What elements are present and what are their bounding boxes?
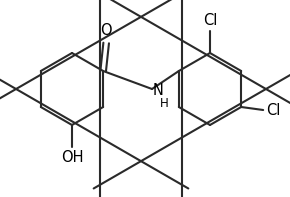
Text: Cl: Cl: [203, 13, 217, 28]
Text: H: H: [160, 97, 169, 110]
Text: OH: OH: [61, 150, 83, 165]
Text: O: O: [100, 23, 112, 38]
Text: Cl: Cl: [266, 102, 280, 117]
Text: N: N: [153, 83, 164, 98]
